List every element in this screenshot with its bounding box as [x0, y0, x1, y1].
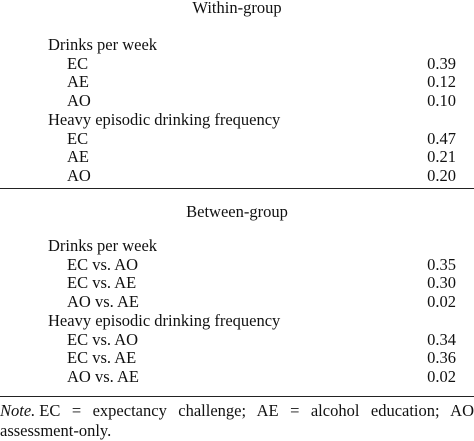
row-label: AO vs. AE [67, 366, 139, 386]
row-value: 0.21 [427, 147, 456, 167]
note-label: Note. [0, 401, 36, 420]
row-value: 0.10 [427, 91, 456, 111]
row-value: 0.34 [427, 329, 456, 349]
table-note: Note. EC = expectancy challenge; AE = alc… [0, 401, 474, 441]
row-label: AO [67, 165, 91, 185]
group-label: Heavy episodic drinking frequency [48, 109, 281, 129]
section-title: Within-group [192, 0, 282, 17]
row-label: EC [67, 128, 89, 148]
row-label: AO [67, 91, 91, 111]
row-value: 0.02 [427, 366, 456, 386]
row-label: AE [67, 72, 89, 92]
row-label: AO vs. AE [67, 292, 139, 312]
row-label: EC vs. AO [67, 254, 139, 274]
table-rule [0, 188, 474, 189]
row-label: EC vs. AE [67, 273, 137, 293]
row-label: AE [67, 147, 89, 167]
row-label: EC vs. AO [67, 329, 139, 349]
row-value: 0.47 [427, 128, 456, 148]
section-title: Between-group [186, 202, 288, 221]
row-label: EC [67, 53, 89, 73]
note-text: EC = expectancy challenge; AE = alcohol … [0, 401, 474, 440]
row-value: 0.02 [427, 292, 456, 312]
table-rule [0, 396, 474, 397]
group-label: Drinks per week [48, 236, 158, 255]
row-value: 0.12 [427, 72, 456, 92]
row-value: 0.20 [427, 165, 456, 185]
row-label: EC vs. AE [67, 348, 137, 368]
group-label: Drinks per week [48, 35, 158, 54]
row-value: 0.35 [427, 254, 456, 274]
row-value: 0.39 [427, 53, 456, 73]
group-label: Heavy episodic drinking frequency [48, 310, 281, 330]
row-value: 0.30 [427, 273, 456, 293]
row-value: 0.36 [427, 348, 456, 368]
